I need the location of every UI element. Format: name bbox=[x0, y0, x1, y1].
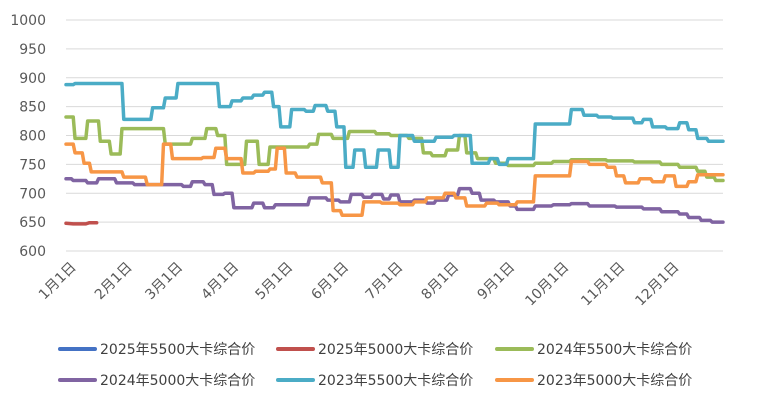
series-line-3 bbox=[64, 177, 725, 224]
x-tick-label: 8月1日 bbox=[419, 259, 463, 303]
x-tick-label: 4月1日 bbox=[198, 259, 242, 303]
y-tick-label: 650 bbox=[19, 215, 46, 231]
y-tick-label: 700 bbox=[19, 186, 46, 202]
x-tick-label: 9月1日 bbox=[474, 259, 518, 303]
legend-label-1: 2025年5000大卡综合价 bbox=[318, 342, 473, 358]
legend-label-2: 2024年5500大卡综合价 bbox=[537, 342, 692, 358]
y-tick-label: 800 bbox=[19, 129, 46, 145]
y-tick-label: 1000 bbox=[10, 13, 46, 29]
x-tick-label: 3月1日 bbox=[142, 259, 186, 303]
x-tick-label: 10月1日 bbox=[522, 259, 572, 309]
x-tick-label: 7月1日 bbox=[363, 259, 407, 303]
x-tick-label: 11月1日 bbox=[578, 259, 628, 309]
x-tick-label: 5月1日 bbox=[252, 259, 296, 303]
x-axis-tick-labels: 1月1日 2月1日 3月1日 4月1日 5月1日 6月1日 7月1日 8月1日 9月1日 10月1… bbox=[36, 259, 683, 309]
series-line-4 bbox=[64, 81, 725, 170]
legend-label-3: 2024年5000大卡综合价 bbox=[100, 373, 255, 389]
series-lines bbox=[64, 81, 725, 226]
y-tick-label: 950 bbox=[19, 42, 46, 58]
y-tick-label: 600 bbox=[19, 244, 46, 260]
x-tick-label: 1月1日 bbox=[36, 259, 80, 303]
legend-label-0: 2025年5500大卡综合价 bbox=[100, 342, 255, 358]
y-tick-label: 750 bbox=[19, 157, 46, 173]
x-tick-label: 12月1日 bbox=[632, 259, 682, 309]
legend-label-5: 2023年5000大卡综合价 bbox=[537, 373, 692, 389]
y-tick-label: 900 bbox=[19, 71, 46, 87]
x-tick-label: 2月1日 bbox=[92, 259, 136, 303]
series-line-5 bbox=[64, 142, 725, 217]
legend: 2025年5500大卡综合价 2025年5000大卡综合价 2024年5500大卡综… bbox=[58, 342, 692, 389]
x-tick-label: 6月1日 bbox=[308, 259, 352, 303]
y-axis-tick-labels: 600 650 700 750 800 850 900 950 1000 bbox=[10, 13, 46, 260]
series-line-1 bbox=[64, 220, 99, 226]
y-tick-label: 850 bbox=[19, 100, 46, 116]
legend-label-4: 2023年5500大卡综合价 bbox=[318, 373, 473, 389]
